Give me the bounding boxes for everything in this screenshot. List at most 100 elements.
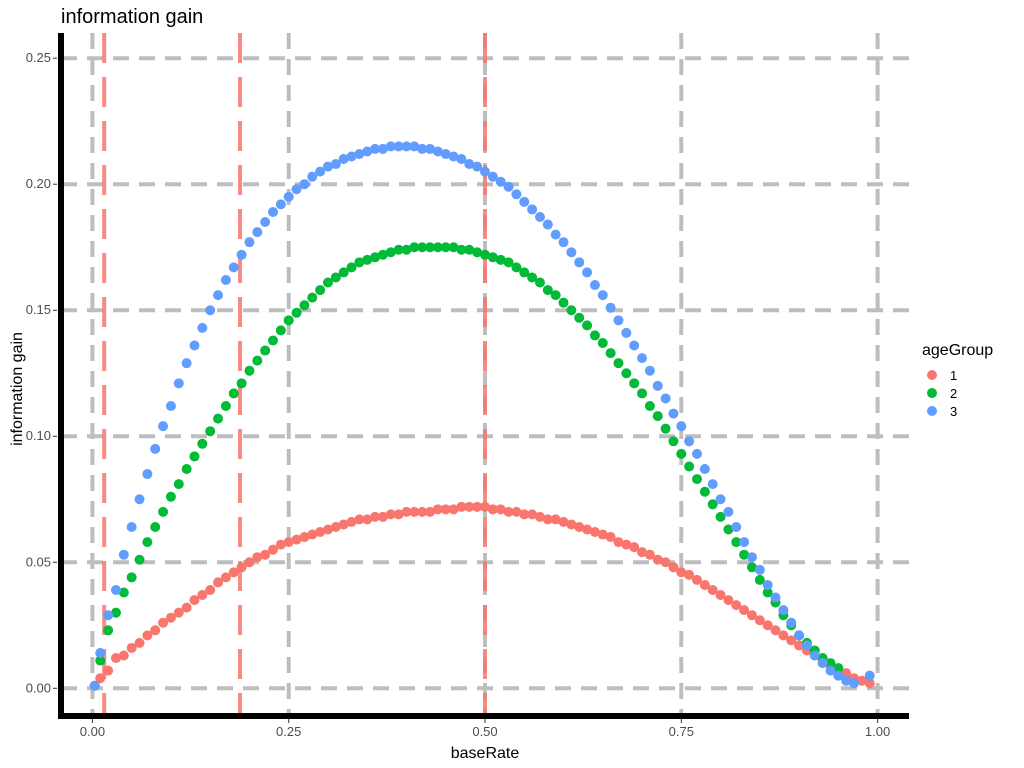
data-point [519,509,530,520]
data-point [684,461,695,472]
data-point [409,141,420,152]
data-point [134,554,145,565]
data-point [566,247,577,258]
data-point [322,524,333,535]
data-point [841,668,852,679]
data-point [652,380,663,391]
legend-key-3 [927,406,937,416]
data-point [660,393,671,404]
data-point [644,401,655,412]
data-point [260,217,271,228]
data-point [189,340,200,351]
data-point [291,534,302,545]
data-point [346,151,357,162]
data-point [699,579,710,590]
data-point [432,504,443,515]
x-tick-label: 1.00 [865,724,890,739]
data-point [778,630,789,641]
data-point [417,506,428,517]
data-point [574,312,585,323]
data-point [692,448,702,459]
data-point [244,365,255,376]
data-point [385,509,396,520]
grid-lines [61,33,909,716]
data-point [370,252,381,263]
data-point [401,244,412,255]
data-point [558,237,569,248]
data-point [534,511,545,522]
data-point [731,537,742,548]
data-point [794,630,805,641]
data-point [794,640,805,651]
data-point [432,146,443,157]
data-point [629,340,640,351]
data-point [362,254,373,265]
x-tick-label: 0.00 [80,724,105,739]
data-point [228,388,239,399]
data-point [142,469,153,480]
data-point [393,141,404,152]
data-point [448,151,459,162]
data-point [629,378,640,389]
data-point [770,625,781,636]
data-point [134,637,145,648]
y-axis-title: information gain [9,332,26,446]
data-point [252,355,263,366]
data-point [173,607,184,618]
data-point [173,378,184,389]
data-point [480,501,490,512]
data-point [330,272,341,283]
data-point [503,181,514,192]
data-point [684,569,695,580]
data-point [346,262,357,273]
data-point [213,413,224,424]
data-point [464,244,475,255]
data-point [401,506,412,517]
data-point [495,176,506,187]
legend-key-1 [927,370,937,380]
data-points [89,141,875,691]
data-point [472,161,483,172]
data-point [409,506,420,517]
data-point [739,605,750,616]
data-point [283,191,294,202]
data-point [385,141,396,152]
axes [58,33,909,719]
data-point [425,143,436,154]
data-point [417,242,428,253]
x-axis-title: baseRate [451,745,520,762]
data-point [605,348,616,359]
data-point [338,154,349,165]
data-point [103,610,114,621]
data-point [370,511,381,522]
data-point [723,506,734,517]
data-point [205,584,216,595]
data-point [527,272,538,283]
data-point [181,602,192,613]
data-point [268,206,278,217]
data-point [291,307,302,318]
data-point [542,219,553,230]
data-point [629,542,640,553]
data-point [150,443,161,454]
data-point [519,196,530,207]
data-point [213,577,224,588]
data-point [354,148,365,159]
data-point [236,378,247,389]
data-point [393,509,404,520]
data-point [652,554,663,565]
data-point [299,300,310,311]
data-point [299,532,310,543]
data-point [283,315,294,326]
data-point [841,675,852,686]
data-point [849,678,860,689]
data-point [739,549,750,560]
data-point [330,521,341,532]
data-point [220,401,231,412]
data-point [158,421,169,432]
data-point [315,285,326,296]
data-point [377,249,388,260]
data-point [268,544,278,555]
data-point [95,647,106,658]
y-tick-label: 0.05 [26,554,51,569]
